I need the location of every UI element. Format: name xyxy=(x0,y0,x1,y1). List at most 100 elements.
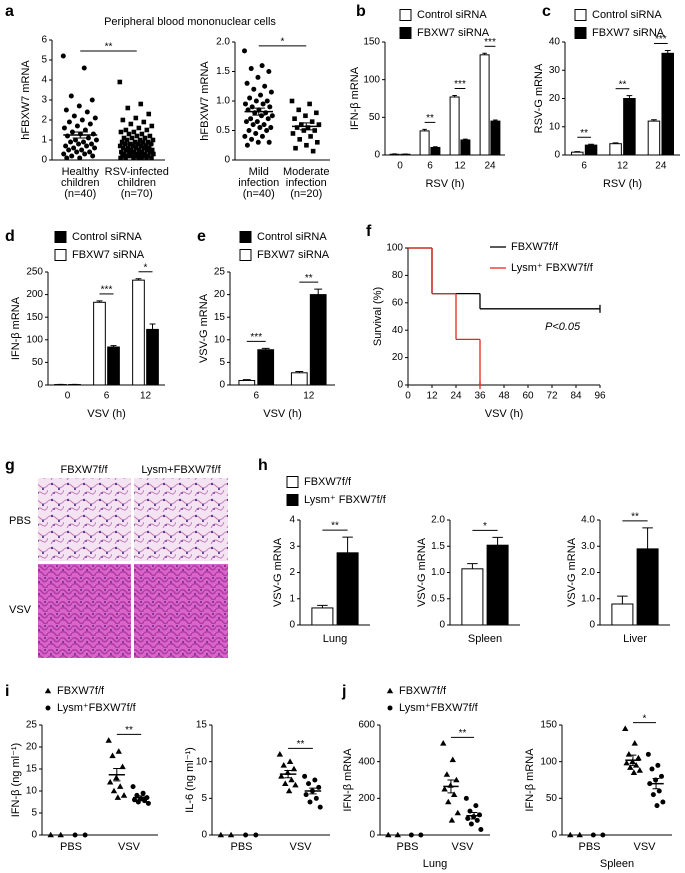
y-tick-label: 0 xyxy=(37,380,43,391)
data-point xyxy=(68,139,74,145)
y-tick-label: 0 xyxy=(224,155,230,166)
data-point xyxy=(251,86,257,92)
bar xyxy=(636,548,659,626)
data-point xyxy=(242,48,247,54)
panel-label: f xyxy=(366,223,372,240)
panel-label: d xyxy=(5,228,15,245)
y-tick-label: 0 xyxy=(551,830,557,841)
data-point xyxy=(246,128,252,133)
x-tick-label: 12 xyxy=(140,391,152,402)
error-bar xyxy=(422,128,427,131)
y-tick-label: 0 xyxy=(289,620,295,631)
bar xyxy=(571,151,584,156)
y-tick-label: 50 xyxy=(546,793,558,804)
y-tick-label: 1.0 xyxy=(216,96,230,107)
legend-label: FBXW7f/f xyxy=(511,241,559,253)
data-point xyxy=(247,95,253,101)
y-axis-label: VSV-G mRNA xyxy=(198,293,210,363)
data-point xyxy=(124,137,130,143)
data-point xyxy=(590,832,596,838)
data-point xyxy=(261,122,267,128)
error-bar xyxy=(433,146,438,148)
x-tick-label: infection xyxy=(238,177,279,189)
data-point xyxy=(630,769,638,775)
error-bar xyxy=(342,536,353,553)
data-point xyxy=(268,125,274,131)
data-point xyxy=(118,129,124,135)
data-point xyxy=(145,139,151,145)
bar xyxy=(486,544,509,626)
panel-label: j xyxy=(341,683,346,700)
y-tick-label: 200 xyxy=(358,793,375,804)
data-point xyxy=(127,149,132,155)
column-label: Lysm+FBXW7f/f xyxy=(141,464,221,476)
x-tick-label: (n=70) xyxy=(121,188,153,200)
x-axis-label: VSV (h) xyxy=(87,408,126,420)
data-point xyxy=(140,790,146,796)
y-axis-label: RSV-G mRNA xyxy=(533,63,545,133)
y-tick-label: 15 xyxy=(196,720,208,731)
y-tick-label: 10 xyxy=(196,756,208,767)
y-tick-label: 1 xyxy=(289,593,295,604)
data-point xyxy=(258,113,264,119)
y-tick-label: 150 xyxy=(26,312,43,323)
error-bar xyxy=(242,379,251,381)
data-point xyxy=(418,832,424,838)
bar xyxy=(419,130,430,156)
y-tick-label: 3 xyxy=(41,95,47,106)
data-point xyxy=(255,74,261,80)
legend-label: Control siRNA xyxy=(592,9,662,21)
bar xyxy=(609,143,622,156)
x-tick-label: VSV xyxy=(451,841,474,853)
x-tick-label: 24 xyxy=(655,161,667,172)
bar xyxy=(430,146,441,156)
data-point xyxy=(141,119,147,125)
bar xyxy=(611,603,634,626)
sem-bar xyxy=(252,107,266,116)
data-point xyxy=(139,131,145,137)
significance-label: ** xyxy=(459,728,467,739)
bar xyxy=(661,52,674,156)
y-tick-label: 0 xyxy=(589,620,595,631)
data-point xyxy=(148,149,153,155)
data-point xyxy=(312,777,318,783)
data-point xyxy=(89,97,95,103)
data-point xyxy=(76,103,82,109)
data-point xyxy=(623,759,630,766)
error-bar xyxy=(452,94,457,97)
column-label: FBXW7f/f xyxy=(60,464,108,476)
error-bar xyxy=(135,278,142,281)
data-point xyxy=(128,153,133,159)
data-point xyxy=(63,143,69,149)
x-tick-label: Mild xyxy=(249,166,269,178)
y-tick-label: 1 xyxy=(41,135,47,146)
annotation: P<0.05 xyxy=(545,321,581,333)
x-tick-label: (n=40) xyxy=(64,188,96,200)
y-tick-label: 25 xyxy=(26,720,38,731)
data-point xyxy=(243,119,249,125)
legend-swatch xyxy=(239,249,252,261)
error-bar xyxy=(96,300,103,303)
legend-label: FBXW7 siRNA xyxy=(417,27,490,39)
micrograph xyxy=(134,478,228,561)
y-tick-label: 6 xyxy=(41,35,47,46)
data-point xyxy=(69,129,75,135)
error-bar xyxy=(493,119,498,122)
x-tick-label: VSV xyxy=(289,841,312,853)
data-point xyxy=(450,791,458,797)
micrograph xyxy=(134,564,228,658)
y-tick-label: 0 xyxy=(439,620,445,631)
data-point xyxy=(141,145,147,151)
data-point xyxy=(85,135,91,141)
y-tick-label: 5 xyxy=(31,808,37,819)
data-point xyxy=(125,105,131,111)
data-point xyxy=(89,141,95,147)
data-point xyxy=(118,155,123,161)
data-point xyxy=(255,139,261,145)
x-tick-label: 0 xyxy=(65,391,71,402)
data-point xyxy=(93,137,99,143)
y-axis-label: VSV-G mRNA xyxy=(416,537,428,607)
data-point xyxy=(134,133,140,139)
y-tick-label: 0 xyxy=(554,150,560,161)
chart-title: Peripheral blood mononuclear cells xyxy=(104,16,276,28)
